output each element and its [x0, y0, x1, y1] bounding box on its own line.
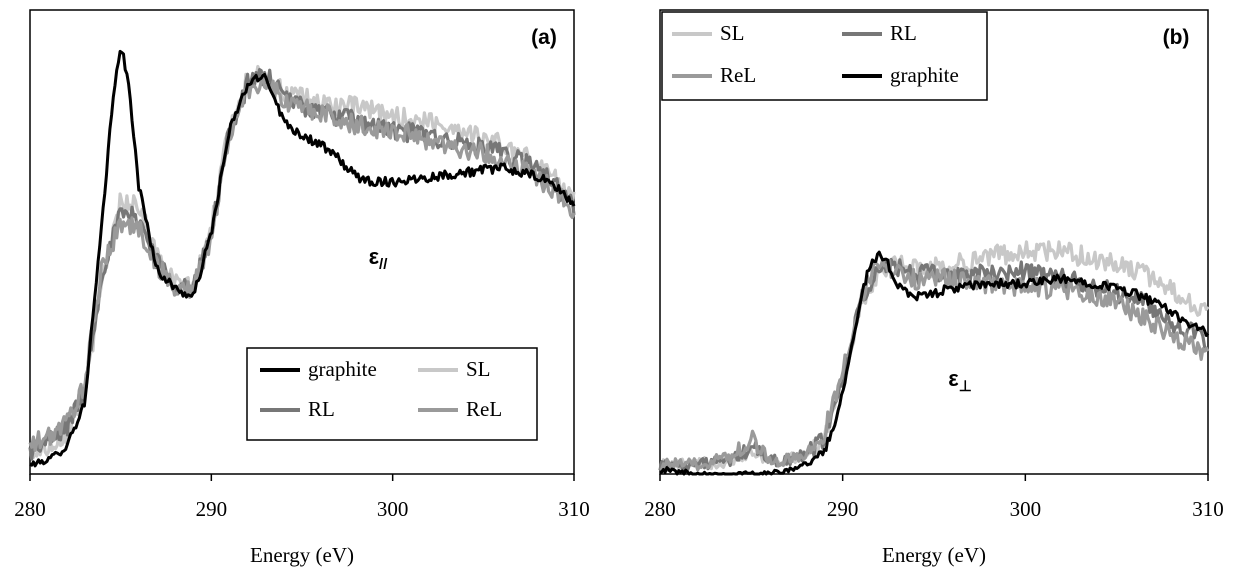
x-tick-label: 290: [196, 497, 228, 521]
x-tick-label: 290: [827, 497, 859, 521]
legend-label-sl: SL: [466, 357, 491, 381]
series-line-rel: [659, 258, 1210, 472]
series-line-sl: [28, 64, 576, 459]
legend-box: [661, 11, 988, 101]
legend-label-rel: ReL: [720, 63, 756, 87]
plot-frame: [29, 9, 575, 475]
series-line-graphite: [29, 49, 576, 468]
legend-label-graphite: graphite: [890, 63, 959, 87]
panel-label: (b): [1163, 26, 1190, 49]
series-line-graphite: [659, 250, 1210, 476]
x-tick-label: 280: [14, 497, 46, 521]
chart-panel-b: 280 290 300 310 Energy (eV) (b) ε⊥ SL RL ReL graph…: [644, 9, 1224, 567]
legend: SL RL ReL graphite: [661, 11, 988, 101]
legend-label-graphite: graphite: [308, 357, 377, 381]
x-tick-label: 310: [558, 497, 590, 521]
panel-label: (a): [531, 26, 557, 49]
annotation-label: ε//: [369, 244, 389, 273]
x-tick-label: 280: [644, 497, 676, 521]
x-tick-label: 300: [377, 497, 409, 521]
legend-label-sl: SL: [720, 21, 745, 45]
legend-label-rel: ReL: [466, 397, 502, 421]
series-line-rel: [28, 72, 576, 452]
legend-label-rl: RL: [308, 397, 335, 421]
legend: graphite SL RL ReL: [246, 347, 538, 441]
x-axis-label: Energy (eV): [250, 543, 354, 567]
chart-panel-a: 280 290 300 310 Energy (eV) (a) ε// graphite SL R…: [14, 9, 590, 567]
x-axis-label: Energy (eV): [882, 543, 986, 567]
plot-frame: [659, 9, 1209, 475]
legend-box: [246, 347, 538, 441]
x-tick-label: 300: [1010, 497, 1042, 521]
annotation-label: ε⊥: [948, 366, 972, 395]
legend-label-rl: RL: [890, 21, 917, 45]
x-tick-label: 310: [1192, 497, 1224, 521]
